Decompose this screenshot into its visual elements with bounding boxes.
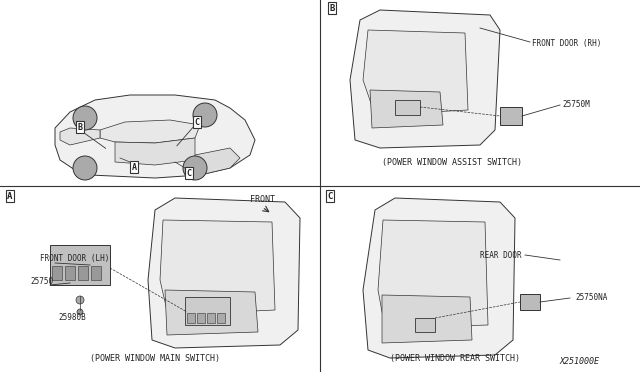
- Bar: [78, 266, 88, 280]
- Text: (POWER WINDOW REAR SWITCH): (POWER WINDOW REAR SWITCH): [390, 353, 520, 362]
- Text: C: C: [186, 169, 191, 177]
- Bar: [187, 313, 195, 323]
- Text: 25750M: 25750M: [562, 99, 589, 109]
- Circle shape: [73, 156, 97, 180]
- Polygon shape: [363, 198, 515, 358]
- Polygon shape: [370, 90, 443, 128]
- Bar: [395, 100, 420, 115]
- Text: FRONT DOOR (LH): FRONT DOOR (LH): [40, 253, 109, 263]
- Bar: [197, 313, 205, 323]
- Polygon shape: [160, 220, 275, 315]
- Bar: [185, 297, 230, 325]
- Circle shape: [183, 156, 207, 180]
- Circle shape: [76, 296, 84, 304]
- Polygon shape: [378, 220, 488, 328]
- Polygon shape: [382, 295, 472, 343]
- Bar: [52, 266, 62, 280]
- Polygon shape: [115, 138, 195, 165]
- Polygon shape: [148, 198, 300, 348]
- Polygon shape: [165, 290, 258, 335]
- Bar: [65, 266, 75, 280]
- Polygon shape: [350, 10, 500, 148]
- Bar: [217, 313, 225, 323]
- Text: FRONT: FRONT: [250, 195, 275, 204]
- Circle shape: [73, 106, 97, 130]
- Polygon shape: [100, 120, 200, 143]
- Bar: [50, 245, 110, 285]
- Text: C: C: [195, 118, 200, 126]
- Text: FRONT DOOR (RH): FRONT DOOR (RH): [532, 38, 602, 48]
- Bar: [415, 318, 435, 332]
- Polygon shape: [195, 148, 240, 175]
- Text: REAR DOOR: REAR DOOR: [480, 250, 522, 260]
- Text: 25980B: 25980B: [58, 314, 86, 323]
- Text: C: C: [327, 192, 333, 201]
- Circle shape: [77, 309, 83, 315]
- Bar: [520, 294, 540, 310]
- Text: 25750NA: 25750NA: [575, 294, 607, 302]
- Text: B: B: [77, 122, 83, 131]
- Bar: [207, 313, 215, 323]
- Text: X251000E: X251000E: [560, 357, 600, 366]
- Polygon shape: [363, 30, 468, 115]
- Polygon shape: [60, 128, 100, 145]
- Bar: [500, 107, 522, 125]
- Text: A: A: [7, 192, 13, 201]
- Circle shape: [193, 103, 217, 127]
- Text: (POWER WINDOW MAIN SWITCH): (POWER WINDOW MAIN SWITCH): [90, 353, 220, 362]
- Text: (POWER WINDOW ASSIST SWITCH): (POWER WINDOW ASSIST SWITCH): [382, 157, 522, 167]
- Text: A: A: [131, 163, 136, 171]
- Text: 25750: 25750: [30, 278, 53, 286]
- Text: B: B: [330, 3, 335, 13]
- Bar: [91, 266, 101, 280]
- Polygon shape: [55, 95, 255, 178]
